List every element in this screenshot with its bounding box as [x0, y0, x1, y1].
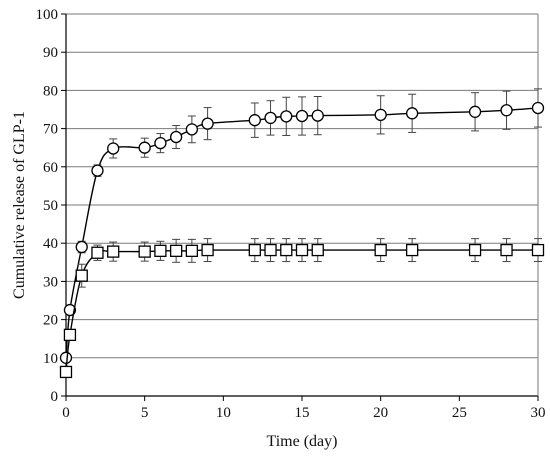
data-point-circle: [169, 130, 183, 144]
y-tick-label: 20: [43, 313, 58, 329]
data-point-square: [91, 246, 104, 259]
data-point-square: [405, 243, 419, 257]
data-point-circle: [374, 108, 387, 121]
data-point-square: [185, 244, 199, 257]
data-point-circle: [59, 351, 73, 364]
series-line: [65, 249, 538, 373]
data-point-circle: [75, 240, 88, 254]
data-point-square: [201, 243, 214, 257]
x-tick-label: 15: [295, 405, 310, 421]
data-point-square: [107, 245, 120, 258]
data-point-circle: [280, 110, 293, 123]
data-point-square: [63, 328, 77, 342]
x-tick-label: 25: [452, 405, 467, 421]
data-point-square: [154, 244, 167, 257]
series-1-circle: [59, 88, 545, 364]
y-axis-label: Cumulative release of GLP-1: [11, 111, 28, 299]
data-point-circle: [405, 107, 419, 120]
x-tick-label: 0: [62, 405, 70, 421]
data-point-circle: [295, 109, 309, 123]
series-line: [65, 107, 539, 358]
y-tick-label: 40: [43, 236, 58, 252]
y-tick-label: 80: [43, 83, 58, 99]
data-point-square: [295, 243, 309, 257]
data-point-circle: [63, 303, 77, 317]
y-tick-label: 90: [43, 45, 58, 61]
data-point-square: [248, 243, 261, 257]
data-point-circle: [531, 101, 545, 115]
axes: [61, 13, 539, 401]
tick-labels: 0 10 20 30 40 50 60 70 80 90 100 0 5 10 15 20 25 30: [36, 7, 546, 421]
data-point-circle: [311, 109, 324, 122]
y-tick-label: 100: [36, 7, 59, 23]
data-point-square: [468, 243, 482, 257]
y-tick-label: 10: [43, 351, 58, 367]
data-point-square: [374, 243, 387, 257]
data-point-circle: [91, 164, 104, 177]
data-point-circle: [248, 114, 261, 127]
data-point-square: [75, 269, 88, 282]
data-point-circle: [468, 105, 482, 118]
y-tick-label: 70: [43, 122, 58, 138]
data-point-circle: [107, 142, 120, 155]
data-point-circle: [264, 111, 277, 125]
data-point-square: [59, 365, 73, 379]
data-point-square: [138, 245, 151, 258]
series-2-square: [59, 238, 545, 379]
data-point-square: [280, 243, 293, 257]
x-tick-label: 5: [141, 405, 149, 421]
x-axis-label: Time (day): [267, 433, 338, 450]
y-tick-label: 60: [43, 160, 58, 176]
data-point-square: [311, 243, 324, 257]
data-point-square: [500, 243, 513, 257]
data-point-circle: [500, 104, 513, 117]
x-tick-label: 30: [531, 405, 546, 421]
y-tick-label: 0: [51, 389, 59, 405]
data-point-circle: [201, 117, 214, 130]
data-point-square: [531, 243, 545, 257]
x-tick-label: 10: [216, 405, 231, 421]
gridlines: [66, 13, 538, 359]
x-tick-label: 20: [373, 405, 388, 421]
data-series: [59, 88, 545, 379]
data-point-circle: [138, 141, 151, 154]
data-point-circle: [185, 123, 199, 136]
data-point-square: [264, 243, 277, 257]
data-point-circle: [154, 136, 167, 150]
y-tick-label: 30: [43, 274, 58, 290]
data-point-square: [169, 244, 183, 257]
y-tick-label: 50: [43, 198, 58, 214]
